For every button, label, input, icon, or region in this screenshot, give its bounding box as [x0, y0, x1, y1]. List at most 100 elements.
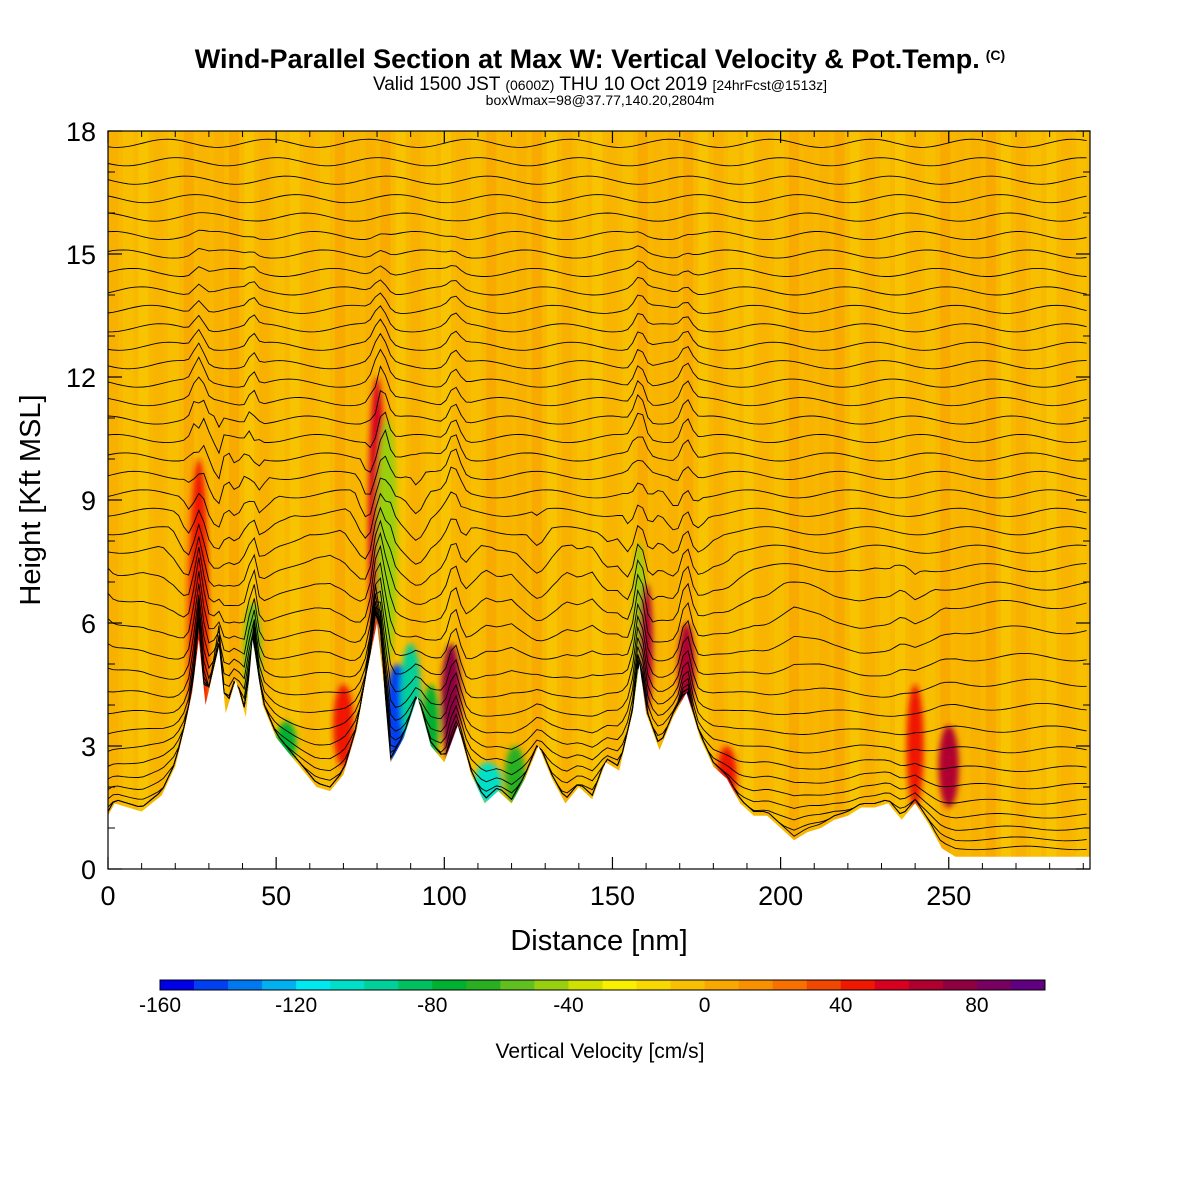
colorbar-swatch: [296, 980, 331, 990]
field-streak: [819, 131, 830, 869]
field-streak: [259, 131, 270, 869]
velocity-feature: [333, 684, 354, 767]
field-streak: [531, 131, 542, 869]
theta-contour-line: [108, 612, 1087, 773]
theta-contour-line: [108, 175, 1087, 185]
field-streak: [213, 131, 225, 869]
colorbar-frame: [159, 979, 1046, 991]
field-streak: [486, 131, 497, 869]
field-streak: [471, 131, 482, 869]
field-streak: [244, 131, 255, 869]
colorbar-swatch: [432, 980, 467, 990]
colorbar-label: Vertical Velocity [cm/s]: [496, 1040, 705, 1063]
theta-contour-line: [108, 332, 1087, 370]
field-streak: [925, 131, 936, 869]
field-streak: [683, 131, 694, 869]
colorbar-swatch: [738, 980, 774, 990]
valid-utc: (0600Z): [505, 77, 555, 93]
chart-title: Wind-Parallel Section at Max W: Vertical…: [0, 44, 1200, 75]
theta-contour-line: [108, 611, 1087, 754]
colorbar-swatch: [670, 980, 706, 990]
theta-contour-line: [108, 590, 1087, 680]
field-streak: [183, 131, 194, 869]
field-streak: [607, 131, 618, 869]
colorbar-tick-label: -80: [417, 994, 447, 1017]
y-axis-label: Height [Kft MSL]: [15, 394, 47, 605]
theta-contours: [108, 138, 1087, 851]
theta-contour-line: [108, 276, 1087, 296]
terrain-mask: [108, 623, 1090, 869]
theta-contour-line: [108, 544, 1087, 624]
field-streak: [1016, 131, 1027, 869]
field-streak: [395, 131, 406, 869]
colorbar-swatch: [908, 980, 944, 990]
colorbar-swatch: [568, 980, 603, 990]
field-streak: [1000, 131, 1011, 869]
theta-contour-line: [108, 157, 1087, 167]
colorbar-swatch: [364, 980, 399, 990]
colorbar-swatch: [976, 980, 1012, 990]
colorbar-swatch: [704, 980, 740, 990]
theta-contour-line: [108, 519, 1087, 587]
theta-contour-line: [108, 348, 1087, 388]
x-tick-label: 250: [926, 881, 971, 911]
field-streak: [456, 131, 467, 869]
theta-contour-line: [108, 466, 1087, 528]
theta-contour-line: [108, 212, 1087, 222]
field-streak: [1031, 131, 1042, 869]
field-streak: [970, 131, 981, 869]
field-streak: [834, 131, 845, 869]
title-text: Wind-Parallel Section at Max W: Vertical…: [194, 44, 980, 74]
colorbar-swatch: [602, 980, 638, 990]
y-tick-label: 0: [81, 855, 96, 885]
valid-prefix: Valid 1500 JST: [372, 74, 501, 95]
x-axis-label: Distance [nm]: [510, 925, 687, 957]
field-streak: [864, 131, 875, 869]
colorbar-swatch: [806, 980, 842, 990]
x-tick-label: 0: [100, 881, 115, 911]
colorbar-swatch: [772, 980, 808, 990]
x-tick-label: 50: [261, 881, 291, 911]
colorbar-swatch: [262, 980, 297, 990]
theta-contour-line: [108, 138, 1087, 148]
field-streak: [1046, 131, 1057, 869]
field-streak: [440, 131, 452, 869]
velocity-feature: [474, 762, 502, 804]
colorbar-swatch: [398, 980, 433, 990]
theta-contour-line: [108, 609, 1087, 736]
y-tick-label: 18: [66, 117, 96, 147]
field-streak: [153, 131, 164, 869]
x-tick-label: 100: [422, 881, 467, 911]
x-tick-label: 200: [758, 881, 803, 911]
theta-contour-line: [108, 506, 1087, 569]
theta-contour-line: [108, 292, 1087, 314]
theta-contour-line: [108, 365, 1087, 407]
colorbar-swatch: [942, 980, 978, 990]
field-streak: [350, 131, 361, 869]
field-streak: [501, 131, 512, 869]
colorbar-swatch: [160, 980, 195, 990]
colorbar-swatch: [330, 980, 365, 990]
theta-contour-line: [108, 389, 1087, 429]
valid-time-line: Valid 1500 JST (0600Z) THU 10 Oct 2019 […: [0, 74, 1200, 96]
field-streak: [910, 131, 921, 869]
field-streak: [804, 131, 815, 869]
colorbar-swatch: [500, 980, 535, 990]
theta-contour-line: [108, 601, 1087, 699]
field-streak: [304, 131, 315, 869]
field-streak: [168, 131, 179, 869]
field-streak: [789, 131, 800, 869]
theta-contour-line: [108, 448, 1087, 505]
colorbar-tick-label: -120: [275, 994, 317, 1017]
y-tick-label: 6: [81, 609, 96, 639]
theta-contour-line: [108, 194, 1087, 204]
axes: 0 50 100 150 200 250 0 3 6 9 12 15 18: [66, 117, 1090, 911]
theta-contour-line: [108, 245, 1087, 259]
y-tick-label: 9: [81, 486, 96, 516]
field-streak: [940, 131, 951, 869]
field-streak: [289, 131, 300, 869]
theta-contour-line: [108, 491, 1087, 550]
colorbar-swatch: [228, 980, 263, 990]
copyright-mark: (C): [985, 47, 1006, 63]
